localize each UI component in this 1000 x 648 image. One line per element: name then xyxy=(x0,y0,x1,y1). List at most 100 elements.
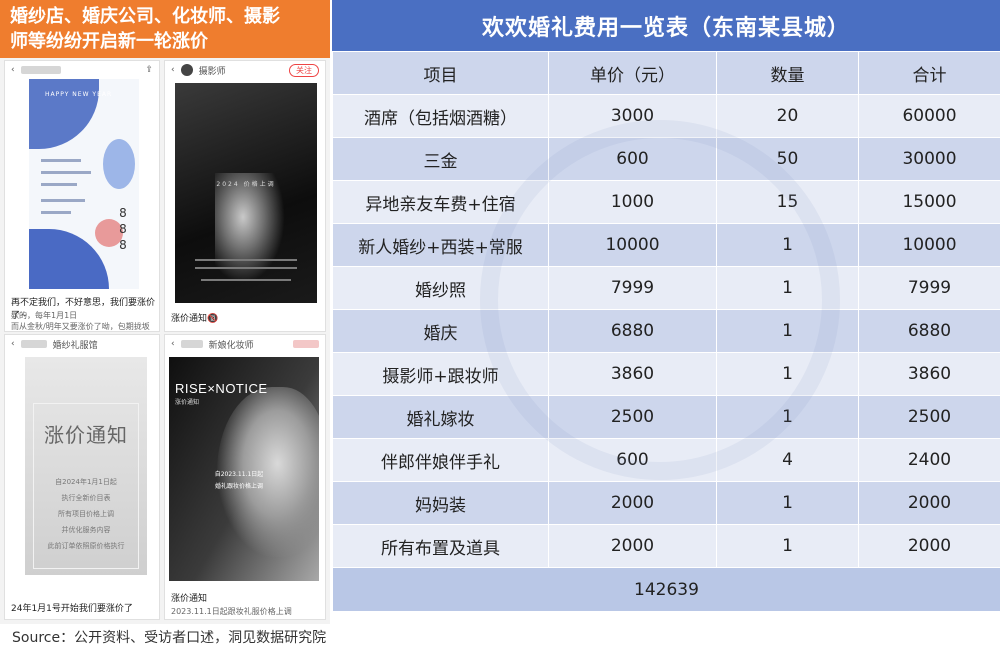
post-caption: 涨价通知 xyxy=(171,594,208,604)
poster-title: 涨价通知 xyxy=(44,423,128,447)
subtotal-cell: 3860 xyxy=(858,352,1000,396)
table-row: 婚礼嫁妆 2500 1 2500 xyxy=(332,395,1000,439)
price-digits: 8 8 8 xyxy=(117,205,129,253)
post-header: ‹ 婚纱礼服馆 xyxy=(5,335,159,353)
post-header: ‹ ⇪ xyxy=(5,61,159,79)
wedding-cost-table: 项目 单价（元） 数量 合计 酒席（包括烟酒糖） 3000 20 60000 三… xyxy=(332,51,1000,612)
account-name: 新娘化妆师 xyxy=(208,340,254,351)
back-icon[interactable]: ‹ xyxy=(171,65,175,75)
back-icon[interactable]: ‹ xyxy=(171,339,175,349)
account-name-blurred xyxy=(20,340,47,348)
share-icon[interactable]: ⇪ xyxy=(145,65,153,75)
total-row: 142639 xyxy=(332,567,1000,612)
table-row: 所有布置及道具 2000 1 2000 xyxy=(332,524,1000,568)
poster-line: 婚礼跟妆价格上调 xyxy=(214,483,263,490)
column-header-item: 项目 xyxy=(332,51,549,95)
follow-button[interactable] xyxy=(293,340,319,348)
text-line xyxy=(41,171,91,174)
item-cell: 伴郎伴娘伴手礼 xyxy=(332,438,549,482)
item-cell: 婚庆 xyxy=(332,309,549,353)
post-header: ‹ 新娘化妆师 xyxy=(165,335,325,353)
text-line xyxy=(201,279,291,281)
unit-price-cell: 2000 xyxy=(548,481,717,525)
poster-title: RISE×NOTICE xyxy=(175,381,268,396)
table-row: 摄影师+跟妆师 3860 1 3860 xyxy=(332,352,1000,396)
post-caption-sub: 2023.11.1日起跟妆礼服价格上调 xyxy=(171,607,292,616)
unit-price-cell: 3860 xyxy=(548,352,717,396)
digit: 8 xyxy=(119,222,127,236)
poster-frame xyxy=(33,403,139,569)
account-name-blurred xyxy=(20,66,61,74)
account-name-blurred xyxy=(180,340,203,348)
table-row: 婚纱照 7999 1 7999 xyxy=(332,266,1000,310)
poster-title: HAPPY NEW YEAR xyxy=(45,91,113,98)
post-caption: 24年1月1号开始我们要涨价了 xyxy=(11,604,133,614)
source-note: Source：公开资料、受访者口述，洞见数据研究院 xyxy=(12,630,327,646)
poster-subtitle: 涨价通知 xyxy=(175,399,200,406)
back-icon[interactable]: ‹ xyxy=(11,339,15,349)
quantity-cell: 1 xyxy=(716,266,859,310)
account-name: 婚纱礼服馆 xyxy=(52,340,98,351)
social-post-2[interactable]: ‹ 摄影师 关注 2024 价格上调 涨价通知🔞 xyxy=(164,60,326,332)
subtotal-cell: 60000 xyxy=(858,94,1000,138)
unit-price-cell: 2000 xyxy=(548,524,717,568)
unit-price-cell: 600 xyxy=(548,137,717,181)
column-header-quantity: 数量 xyxy=(716,51,859,95)
back-icon[interactable]: ‹ xyxy=(11,65,15,75)
decor-shape xyxy=(103,139,135,189)
table-row: 异地亲友车费+住宿 1000 15 15000 xyxy=(332,180,1000,224)
poster-line: 自2024年1月1日起 xyxy=(55,478,117,486)
subtotal-cell: 2000 xyxy=(858,524,1000,568)
subtotal-cell: 7999 xyxy=(858,266,1000,310)
item-cell: 婚礼嫁妆 xyxy=(332,395,549,439)
table-row: 伴郎伴娘伴手礼 600 4 2400 xyxy=(332,438,1000,482)
social-post-3[interactable]: ‹ 婚纱礼服馆 涨价通知 自2024年1月1日起 执行全新价目表 所有项目价格上… xyxy=(4,334,160,620)
item-cell: 新人婚纱+西装+常服 xyxy=(332,223,549,267)
quantity-cell: 15 xyxy=(716,180,859,224)
post-caption: 涨价通知🔞 xyxy=(171,314,219,324)
item-cell: 所有布置及道具 xyxy=(332,524,549,568)
poster-line: 执行全新价目表 xyxy=(61,494,111,502)
subtotal-cell: 6880 xyxy=(858,309,1000,353)
quantity-cell: 1 xyxy=(716,223,859,267)
quantity-cell: 1 xyxy=(716,524,859,568)
quantity-cell: 20 xyxy=(716,94,859,138)
column-header-subtotal: 合计 xyxy=(858,51,1000,95)
text-line xyxy=(41,183,77,186)
text-line xyxy=(41,211,71,214)
quantity-cell: 4 xyxy=(716,438,859,482)
bride-silhouette xyxy=(215,173,285,283)
unit-price-cell: 2500 xyxy=(548,395,717,439)
unit-price-cell: 3000 xyxy=(548,94,717,138)
table-row: 婚庆 6880 1 6880 xyxy=(332,309,1000,353)
poster-line: 并优化服务内容 xyxy=(61,526,111,534)
text-line xyxy=(195,259,297,261)
post-caption: 再不定我们，不好意思，我们要涨价了~ xyxy=(11,298,156,321)
unit-price-cell: 6880 xyxy=(548,309,717,353)
unit-price-cell: 7999 xyxy=(548,266,717,310)
total-cell: 142639 xyxy=(332,567,1000,612)
decor-shape xyxy=(29,79,99,149)
item-cell: 婚纱照 xyxy=(332,266,549,310)
subtotal-cell: 15000 xyxy=(858,180,1000,224)
account-name: 摄影师 xyxy=(198,66,226,77)
table-row: 妈妈装 2000 1 2000 xyxy=(332,481,1000,525)
poster-title: 2024 价格上调 xyxy=(216,181,276,188)
social-post-4[interactable]: ‹ 新娘化妆师 RISE×NOTICE 涨价通知 自2023.11.1日起 婚礼… xyxy=(164,334,326,620)
table-row: 新人婚纱+西装+常服 10000 1 10000 xyxy=(332,223,1000,267)
unit-price-cell: 1000 xyxy=(548,180,717,224)
poster-line: 所有项目价格上调 xyxy=(58,510,114,518)
table-title: 欢欢婚礼费用一览表（东南某县城） xyxy=(332,0,1000,51)
item-cell: 摄影师+跟妆师 xyxy=(332,352,549,396)
banner-line-1: 婚纱店、婚庆公司、化妆师、摄影 xyxy=(10,6,280,27)
digit: 8 xyxy=(119,206,127,220)
social-post-1[interactable]: ‹ ⇪ HAPPY NEW YEAR 8 8 8 再不定我们，不好意思，我们要涨… xyxy=(4,60,160,332)
item-cell: 异地亲友车费+住宿 xyxy=(332,180,549,224)
poster-line: 此前订单依照原价格执行 xyxy=(47,542,125,550)
follow-button[interactable]: 关注 xyxy=(289,63,319,77)
text-line xyxy=(41,159,81,162)
unit-price-cell: 10000 xyxy=(548,223,717,267)
screenshot-collage: ‹ ⇪ HAPPY NEW YEAR 8 8 8 再不定我们，不好意思，我们要涨… xyxy=(0,58,330,624)
post-header: ‹ 摄影师 关注 xyxy=(165,61,325,79)
item-cell: 妈妈装 xyxy=(332,481,549,525)
